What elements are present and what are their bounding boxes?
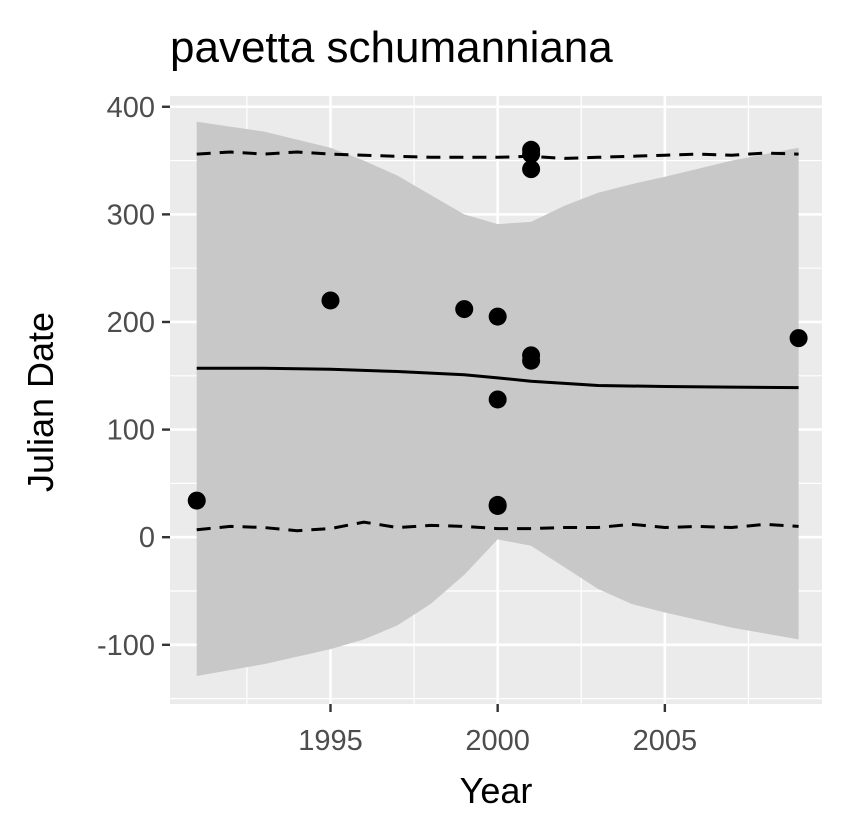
y-tick-label: 0 — [139, 522, 155, 554]
y-axis-title: Julian Date — [20, 312, 61, 492]
data-point — [789, 329, 808, 348]
data-point — [488, 495, 507, 514]
data-point — [455, 300, 474, 319]
data-point — [488, 307, 507, 326]
x-axis-title: Year — [460, 770, 533, 811]
fit-line-layer — [196, 366, 799, 390]
y-tick-label: 100 — [107, 415, 155, 447]
lower-quantile-line — [196, 520, 799, 533]
axes-layer: 1995 2000 2005 -100 0 100 200 300 400 — [97, 92, 697, 757]
x-tick-label: 2005 — [633, 725, 698, 757]
upper-quantile-line — [196, 150, 799, 160]
y-tick-label: 200 — [107, 307, 155, 339]
quantile-lines-layer — [196, 150, 799, 533]
x-tick-label: 1995 — [298, 725, 363, 757]
data-point — [522, 351, 541, 370]
data-point — [522, 145, 541, 164]
points-layer — [187, 140, 808, 515]
y-tick-label: 300 — [107, 199, 155, 231]
data-point — [522, 160, 541, 179]
y-tick-label: 400 — [107, 92, 155, 124]
data-point — [488, 390, 507, 409]
y-tick-label: -100 — [97, 630, 155, 662]
chart-title: pavetta schumanniana — [170, 23, 613, 72]
data-point — [187, 491, 206, 510]
fit-line — [196, 366, 799, 390]
data-point — [321, 291, 340, 310]
x-tick-label: 2000 — [465, 725, 530, 757]
